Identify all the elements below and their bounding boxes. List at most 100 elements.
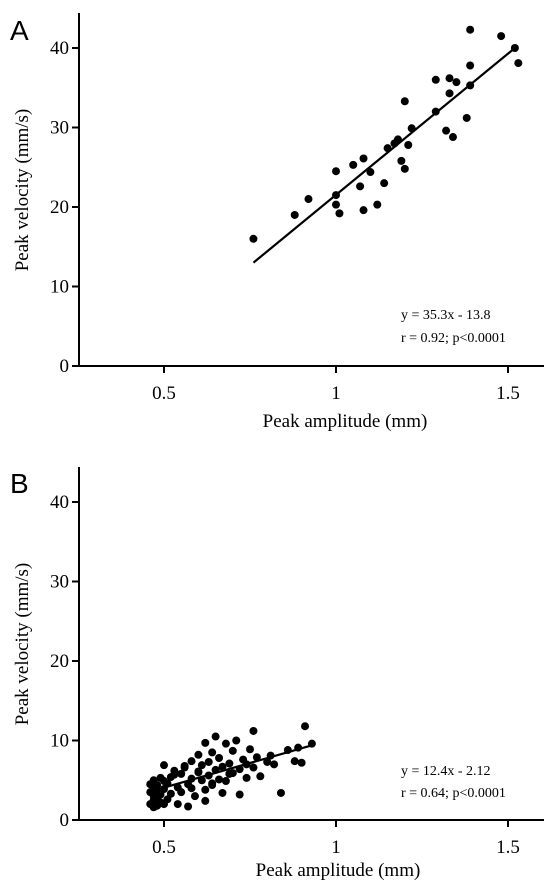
data-point <box>332 191 340 200</box>
data-point <box>184 802 193 811</box>
y-tick-label: 0 <box>60 356 70 377</box>
data-point <box>270 760 279 769</box>
data-point <box>160 761 168 770</box>
data-point <box>228 746 237 755</box>
data-point <box>180 761 189 770</box>
equation-b: y = 12.4x - 2.12 <box>401 764 491 779</box>
data-point <box>197 761 206 770</box>
data-point <box>359 206 368 215</box>
stats-a: r = 0.92; p<0.0001 <box>401 331 506 346</box>
panel-b: B 0 10 20 30 40 0.5 1 1.5 Peak velocity (mm/s)… <box>10 467 544 881</box>
y-axis-label-a: Peak velocity (mm/s) <box>12 109 33 272</box>
data-point <box>466 81 475 90</box>
x-tick-label: 1.5 <box>496 383 520 404</box>
data-point <box>201 785 210 794</box>
y-tick-label: 20 <box>50 651 69 672</box>
data-point <box>356 182 365 191</box>
data-point <box>290 210 299 219</box>
data-point <box>208 779 217 788</box>
x-tick-label: 0.5 <box>152 383 176 404</box>
data-point <box>201 796 210 805</box>
data-point <box>225 769 234 778</box>
data-point <box>177 769 186 778</box>
data-point <box>215 753 224 762</box>
data-point <box>407 124 416 133</box>
data-point <box>383 144 392 153</box>
data-point <box>452 78 461 87</box>
data-point <box>221 777 230 786</box>
stats-b: r = 0.64; p<0.0001 <box>401 786 506 801</box>
data-point <box>510 44 519 52</box>
data-point <box>445 89 454 98</box>
data-point <box>400 97 409 106</box>
data-point <box>431 75 440 84</box>
data-point <box>218 762 227 771</box>
data-point <box>190 792 199 801</box>
y-tick-label: 10 <box>50 277 69 298</box>
data-point <box>359 154 368 163</box>
panel-letter-b: B <box>10 468 29 499</box>
data-point <box>215 775 224 784</box>
data-point <box>400 164 409 173</box>
data-point <box>187 757 196 766</box>
data-point <box>283 746 292 755</box>
data-point <box>366 168 375 177</box>
y-tick-label: 30 <box>50 118 69 139</box>
data-point <box>514 59 523 68</box>
data-point <box>166 789 175 798</box>
data-point <box>294 743 303 752</box>
data-point <box>225 759 234 768</box>
data-point <box>442 126 451 135</box>
y-tick-label: 30 <box>50 572 69 593</box>
data-point <box>153 781 162 790</box>
data-point <box>249 763 258 772</box>
data-point <box>301 722 310 731</box>
x-tick-label: 1 <box>331 383 341 404</box>
data-point <box>256 772 265 781</box>
panel-letter-a: A <box>10 15 29 46</box>
y-tick-label: 40 <box>50 492 69 513</box>
data-point <box>194 768 203 777</box>
data-point <box>397 156 406 165</box>
data-point <box>332 167 340 176</box>
data-point <box>462 113 471 122</box>
data-point <box>373 200 382 209</box>
data-point <box>448 133 457 142</box>
data-point <box>497 32 506 41</box>
data-point <box>466 61 475 70</box>
data-point <box>307 739 316 748</box>
y-tick-label: 20 <box>50 197 69 218</box>
data-point <box>204 757 213 766</box>
data-point <box>304 195 313 204</box>
equation-a: y = 35.3x - 13.8 <box>401 308 491 323</box>
data-point <box>349 160 358 169</box>
y-tick-label: 40 <box>50 38 69 59</box>
x-tick-label: 0.5 <box>152 837 176 858</box>
x-axis-label-b: Peak amplitude (mm) <box>256 860 421 881</box>
data-point <box>221 739 230 748</box>
data-point <box>235 765 244 774</box>
x-tick-label: 1.5 <box>496 837 520 858</box>
data-point <box>201 738 210 747</box>
data-point <box>173 800 182 809</box>
data-point <box>187 784 196 793</box>
data-point <box>177 788 186 797</box>
data-point <box>466 25 475 34</box>
y-tick-label: 0 <box>60 810 70 831</box>
fit-line-a <box>252 47 516 264</box>
data-point <box>445 74 454 83</box>
panel-a: A 0 10 20 30 40 0.5 1 1.5 Peak velocity (mm/s)… <box>10 13 544 432</box>
data-point <box>404 140 413 149</box>
data-point <box>218 788 227 797</box>
data-point <box>263 757 272 766</box>
data-point <box>242 760 251 769</box>
y-tick-label: 10 <box>50 731 69 752</box>
data-point <box>232 736 241 745</box>
data-point <box>170 770 179 779</box>
data-point <box>194 750 203 759</box>
data-point <box>242 773 251 782</box>
data-point <box>204 771 213 780</box>
data-point <box>197 776 206 785</box>
data-point <box>211 765 220 774</box>
